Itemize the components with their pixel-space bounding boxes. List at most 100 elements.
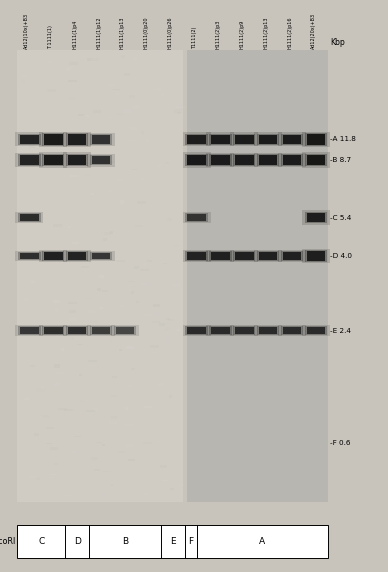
Bar xyxy=(88,331,97,333)
Bar xyxy=(44,252,62,260)
Text: T1111(2): T1111(2) xyxy=(192,27,197,49)
Bar xyxy=(162,480,168,481)
Bar xyxy=(54,282,59,284)
Bar xyxy=(166,317,170,320)
Bar xyxy=(125,407,128,410)
Bar xyxy=(116,114,125,115)
Bar xyxy=(47,89,56,92)
Bar xyxy=(305,212,327,223)
Bar xyxy=(68,80,77,82)
Bar xyxy=(254,132,282,146)
Bar xyxy=(64,410,73,411)
Bar xyxy=(47,231,51,233)
Bar xyxy=(71,451,77,452)
Text: -D 4.0: -D 4.0 xyxy=(330,253,352,259)
Bar xyxy=(91,458,98,460)
Bar xyxy=(99,275,104,278)
Bar xyxy=(76,344,83,345)
Bar xyxy=(16,251,43,261)
Text: H1111(2)p3: H1111(2)p3 xyxy=(215,20,220,49)
Bar xyxy=(187,252,206,260)
Bar xyxy=(153,177,156,178)
Bar xyxy=(235,156,254,165)
Bar xyxy=(68,155,87,165)
Bar xyxy=(206,153,234,167)
Bar xyxy=(44,134,62,145)
Bar xyxy=(166,218,172,221)
Bar xyxy=(84,174,90,176)
Text: Ad12(20x)+B3: Ad12(20x)+B3 xyxy=(311,13,316,49)
Bar xyxy=(111,292,119,295)
Bar xyxy=(230,325,258,336)
Bar xyxy=(134,266,139,268)
Bar xyxy=(41,386,44,390)
Bar xyxy=(34,434,39,435)
Bar xyxy=(278,325,306,336)
Bar xyxy=(305,133,327,145)
Bar xyxy=(54,383,61,386)
Bar xyxy=(144,492,147,495)
Bar xyxy=(209,327,232,335)
Bar xyxy=(109,422,116,423)
Bar xyxy=(125,424,134,426)
Bar xyxy=(97,288,101,291)
Bar xyxy=(257,134,279,145)
Bar xyxy=(90,134,112,145)
Bar xyxy=(20,156,39,165)
Bar xyxy=(90,327,112,335)
Bar xyxy=(92,135,110,144)
Bar xyxy=(165,162,169,164)
Bar xyxy=(88,387,91,388)
Bar xyxy=(39,325,67,336)
Bar xyxy=(54,308,58,311)
Bar xyxy=(113,89,121,90)
Bar xyxy=(44,155,62,165)
Bar xyxy=(65,54,67,57)
Bar xyxy=(281,251,303,261)
Bar xyxy=(108,190,113,192)
Bar xyxy=(119,349,122,351)
Bar xyxy=(144,314,151,316)
Bar xyxy=(57,408,67,410)
Bar xyxy=(99,307,104,309)
Bar xyxy=(50,447,58,450)
Bar xyxy=(160,465,167,468)
Bar xyxy=(302,325,330,336)
Bar xyxy=(18,327,41,335)
Bar xyxy=(302,152,330,168)
Bar xyxy=(133,57,137,61)
Bar xyxy=(141,131,144,134)
Bar xyxy=(114,327,136,335)
Bar xyxy=(257,251,279,261)
Bar xyxy=(230,153,258,167)
Bar xyxy=(302,132,330,147)
Bar xyxy=(161,94,165,95)
Bar xyxy=(120,293,123,295)
Bar xyxy=(302,249,330,263)
Bar xyxy=(90,155,112,165)
Bar xyxy=(39,152,67,168)
Bar xyxy=(68,327,87,334)
Bar xyxy=(52,157,58,160)
Bar xyxy=(22,75,28,77)
Bar xyxy=(17,50,183,502)
Bar xyxy=(47,427,54,429)
Bar xyxy=(94,408,98,411)
Bar xyxy=(81,267,89,268)
Bar xyxy=(147,260,152,262)
Bar xyxy=(177,112,181,114)
Bar xyxy=(176,106,185,108)
Bar xyxy=(209,154,232,166)
Bar xyxy=(94,469,100,471)
Bar xyxy=(124,73,130,76)
Bar xyxy=(85,382,88,383)
Bar xyxy=(39,132,67,147)
Bar xyxy=(93,316,99,318)
Bar xyxy=(75,134,80,135)
Text: F: F xyxy=(188,537,193,546)
Bar xyxy=(141,177,144,180)
Bar xyxy=(16,212,43,223)
Bar xyxy=(36,477,40,480)
Bar xyxy=(278,249,306,263)
Bar xyxy=(233,134,255,145)
